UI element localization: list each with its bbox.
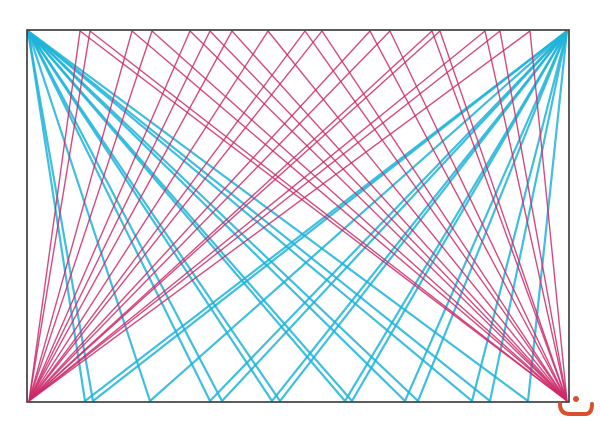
- cyan-line: [27, 30, 473, 402]
- cyan-line: [27, 30, 353, 402]
- cyan-line: [27, 30, 529, 402]
- magenta-line: [28, 30, 269, 402]
- cyan-line: [92, 30, 568, 402]
- magenta-line: [28, 30, 371, 402]
- cyan-line: [27, 30, 406, 402]
- magenta-line: [79, 30, 568, 402]
- cyan-line: [26, 30, 152, 402]
- magenta-line: [389, 30, 568, 402]
- cyan-line: [351, 30, 568, 402]
- cyan-line: [279, 30, 568, 402]
- cyan-lines: [26, 30, 569, 402]
- magenta-line: [231, 30, 568, 402]
- magenta-line: [484, 30, 568, 402]
- magenta-line: [28, 30, 323, 402]
- cyan-line: [27, 30, 281, 402]
- magenta-line: [28, 30, 211, 402]
- cyan-line: [416, 30, 569, 402]
- magenta-lines: [28, 30, 568, 402]
- smiley-icon: [558, 396, 594, 416]
- cyan-line: [488, 30, 569, 402]
- magenta-line: [189, 30, 568, 402]
- cyan-line: [27, 30, 273, 402]
- cyan-line: [221, 30, 568, 402]
- cyan-line: [26, 30, 95, 402]
- magenta-line: [28, 30, 306, 402]
- magenta-line: [131, 30, 568, 402]
- magenta-line: [28, 30, 191, 402]
- magenta-line: [209, 30, 568, 402]
- magenta-line: [529, 30, 568, 402]
- magenta-line: [28, 30, 153, 402]
- magenta-line: [304, 30, 568, 402]
- magenta-line: [28, 30, 531, 402]
- magenta-line: [499, 30, 568, 402]
- magenta-line: [151, 30, 568, 402]
- magenta-line: [28, 30, 433, 402]
- frame-rectangle: [26, 29, 570, 403]
- magenta-line: [321, 30, 568, 402]
- cyan-line: [403, 30, 569, 402]
- magenta-line: [28, 30, 91, 402]
- magenta-line: [89, 30, 568, 402]
- magenta-line: [28, 30, 441, 402]
- cyan-line: [27, 30, 419, 402]
- magenta-line: [28, 30, 133, 402]
- cyan-line: [27, 30, 223, 402]
- magenta-line: [28, 30, 391, 402]
- magenta-line: [369, 30, 568, 402]
- magenta-line: [28, 30, 486, 402]
- magenta-line: [28, 30, 501, 402]
- magenta-line: [431, 30, 568, 402]
- magenta-line: [267, 30, 568, 402]
- magenta-line: [28, 30, 233, 402]
- cyan-line: [27, 30, 491, 402]
- magenta-line: [28, 30, 81, 402]
- magenta-line: [439, 30, 568, 402]
